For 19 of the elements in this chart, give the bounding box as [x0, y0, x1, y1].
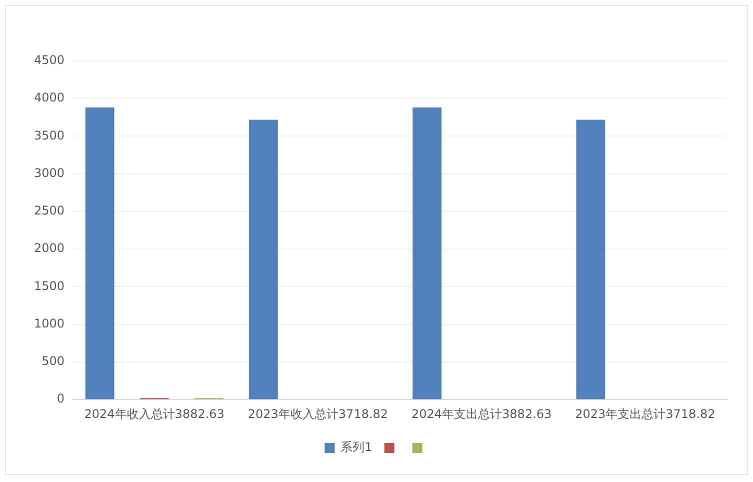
bar: [412, 107, 442, 400]
bar: [85, 107, 114, 400]
bar: [248, 120, 278, 400]
y-tick-label: 3000: [34, 166, 65, 180]
y-tick-label: 1500: [34, 278, 65, 293]
y-tick-label: 2500: [34, 204, 65, 218]
y-tick-label: 0: [56, 392, 65, 406]
y-tick-label: 4000: [34, 90, 65, 105]
y-tick-label: 3500: [34, 128, 65, 142]
y-tick-label: 4500: [34, 53, 65, 68]
y-tick-label: 1000: [34, 316, 65, 330]
x-tick-label: 2024年支出总计3882.63: [411, 406, 552, 421]
y-tick-label: 500: [42, 354, 65, 368]
x-tick-label: 2024年收入总计3882.63: [84, 406, 224, 421]
legend-label: 系列1: [340, 440, 372, 454]
x-tick-label: 2023年支出总计3718.82: [575, 406, 716, 421]
bar: [576, 120, 606, 400]
y-tick-label: 2000: [34, 241, 65, 256]
x-tick-label: 2023年收入总计3718.82: [248, 406, 388, 421]
